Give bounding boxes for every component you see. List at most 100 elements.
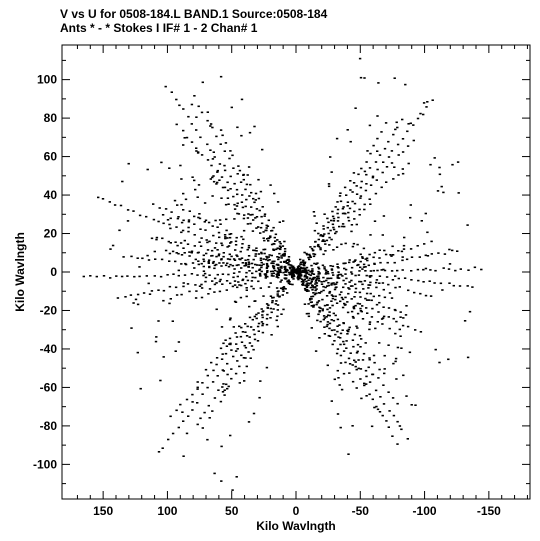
uv-point (233, 203, 236, 206)
uv-point (146, 168, 149, 171)
uv-point (336, 274, 339, 277)
uv-point (341, 207, 345, 210)
uv-point (206, 249, 210, 251)
uv-point (317, 279, 321, 282)
uv-point (466, 356, 470, 359)
uv-point (213, 264, 217, 267)
uv-point (210, 164, 213, 167)
uv-point (129, 294, 133, 296)
uv-point (381, 414, 384, 417)
uv-point (218, 290, 222, 293)
uv-point (383, 269, 387, 272)
uv-point (226, 262, 229, 265)
uv-point (230, 255, 233, 258)
uv-points (82, 57, 483, 491)
uv-point (342, 206, 345, 208)
uv-point (359, 195, 363, 197)
uv-point (191, 409, 194, 411)
uv-point (138, 214, 142, 217)
uv-point (213, 267, 216, 270)
uv-point (403, 236, 406, 239)
uv-point (365, 274, 368, 277)
uv-point (175, 226, 178, 228)
uv-point (175, 252, 178, 254)
uv-point (352, 317, 355, 319)
y-tick-label: 0 (50, 265, 57, 279)
uv-point (182, 108, 185, 110)
uv-point (258, 209, 261, 212)
uv-point (313, 262, 316, 265)
uv-point (161, 447, 164, 449)
uv-point (339, 426, 342, 429)
uv-point (296, 277, 299, 279)
uv-point (345, 340, 348, 342)
uv-point (213, 277, 217, 280)
uv-point (215, 263, 218, 266)
uv-point (109, 277, 112, 279)
uv-point (226, 362, 229, 365)
uv-point (250, 345, 254, 347)
uv-point (285, 270, 288, 272)
uv-point (328, 322, 332, 325)
uv-point (188, 290, 191, 293)
uv-point (222, 370, 225, 372)
uv-point (242, 178, 245, 181)
uv-point (234, 240, 238, 243)
uv-point (390, 255, 393, 257)
uv-point (414, 404, 417, 406)
uv-point (313, 245, 316, 248)
uv-point (262, 237, 265, 239)
uv-point (347, 292, 350, 295)
uv-point (409, 204, 412, 206)
uv-point (228, 258, 232, 261)
uv-point (216, 181, 219, 184)
uv-point (429, 163, 432, 166)
uv-point (326, 321, 330, 323)
uv-point (201, 393, 204, 395)
uv-point (399, 316, 402, 318)
uv-point (302, 259, 305, 262)
uv-point (249, 357, 252, 359)
uv-point (168, 252, 172, 255)
uv-point (275, 276, 278, 278)
uv-point (271, 297, 274, 299)
uv-point (138, 275, 141, 278)
uv-point (171, 320, 174, 322)
uv-point (419, 292, 422, 295)
uv-point (242, 238, 245, 241)
uv-point (270, 254, 273, 257)
uv-point (309, 246, 312, 248)
uv-point (392, 133, 395, 136)
uv-point (292, 265, 295, 268)
uv-point (307, 312, 310, 315)
uv-point (258, 269, 261, 271)
uv-point (277, 256, 281, 259)
uv-point (346, 301, 349, 303)
uv-point (224, 236, 227, 238)
uv-point (311, 270, 314, 272)
uv-point (251, 230, 255, 232)
uv-point (370, 299, 373, 302)
uv-point (229, 175, 232, 178)
uv-point (317, 313, 320, 316)
uv-point (241, 206, 245, 209)
uv-point (235, 236, 238, 239)
uv-point (331, 295, 335, 297)
uv-point (373, 406, 376, 409)
uv-point (279, 271, 282, 274)
uv-point (337, 271, 340, 273)
uv-point (338, 324, 341, 326)
uv-point (168, 223, 171, 226)
uv-point (324, 286, 327, 289)
uv-point (269, 236, 272, 238)
uv-point (358, 334, 362, 337)
uv-point (315, 292, 318, 295)
uv-point (260, 266, 263, 269)
uv-point (355, 185, 358, 187)
uv-point (307, 256, 310, 259)
uv-point (401, 168, 404, 170)
uv-point (359, 296, 362, 298)
uv-point (398, 425, 402, 427)
uv-point (274, 269, 277, 272)
uv-point (393, 166, 396, 168)
